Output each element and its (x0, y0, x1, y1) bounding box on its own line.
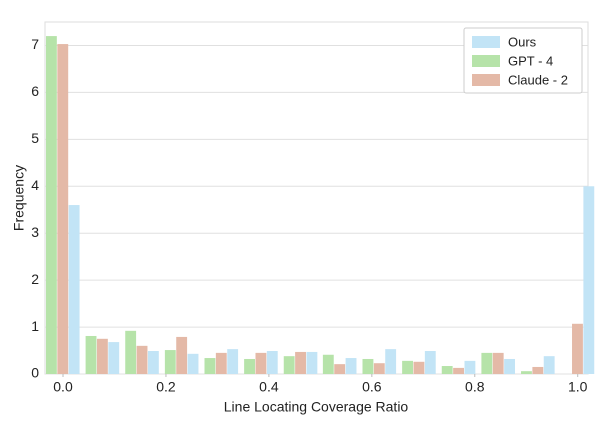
legend-label: Claude - 2 (508, 72, 568, 87)
bar (295, 351, 306, 374)
bar (492, 352, 504, 374)
bar (334, 364, 346, 374)
bar (187, 353, 199, 374)
bar (164, 350, 176, 374)
bar (85, 335, 97, 374)
bar (306, 351, 318, 374)
bar (543, 356, 555, 374)
x-axis-label: Line Locating Coverage Ratio (224, 399, 409, 415)
bar (583, 186, 595, 374)
bar (96, 338, 108, 374)
bar (504, 358, 515, 374)
bar (481, 352, 493, 374)
bar (322, 354, 334, 374)
bar (136, 345, 148, 374)
legend-swatch (472, 36, 500, 48)
legend: Ours GPT - 4 Claude - 2 (463, 27, 583, 94)
legend-swatch (472, 55, 500, 67)
bar (453, 367, 464, 374)
x-tick-label: 0.6 (362, 379, 382, 395)
y-tick-label: 1 (31, 318, 39, 334)
bar (424, 351, 436, 374)
y-tick-label: 4 (31, 177, 39, 193)
y-tick-label: 6 (31, 83, 39, 99)
bar (385, 349, 397, 374)
x-tick-label: 1.0 (568, 379, 588, 395)
bar (68, 205, 80, 374)
bar (204, 358, 216, 374)
bar (147, 351, 159, 374)
bar (362, 358, 374, 374)
bar (532, 366, 544, 374)
bar (125, 330, 137, 374)
bar (255, 352, 267, 374)
y-axis-label: Frequency (11, 165, 27, 231)
legend-swatch (472, 74, 500, 86)
bar (45, 36, 57, 375)
bar (244, 358, 255, 374)
bar (215, 352, 227, 374)
x-tick-label: 0.2 (156, 379, 176, 395)
bar (227, 349, 239, 374)
bar (441, 366, 453, 374)
x-tick-label: 0.8 (465, 379, 485, 395)
bar (57, 44, 69, 375)
bar (464, 360, 476, 374)
legend-label: GPT - 4 (508, 53, 553, 68)
bar (413, 361, 425, 374)
bar (176, 336, 188, 374)
bar (373, 363, 385, 374)
y-tick-label: 2 (31, 271, 39, 287)
x-tick-label: 0.4 (259, 379, 279, 395)
y-tick-label: 0 (31, 365, 39, 381)
bar (345, 358, 357, 374)
y-tick-label: 3 (31, 224, 39, 240)
bar (402, 360, 414, 374)
y-tick-label: 7 (31, 36, 39, 52)
y-tick-label: 5 (31, 130, 39, 146)
bar (521, 371, 532, 374)
legend-label: Ours (508, 34, 537, 49)
bar (572, 323, 583, 374)
bar (266, 351, 278, 374)
bar (108, 342, 120, 374)
bar (283, 356, 295, 374)
x-tick-label: 0.0 (53, 379, 73, 395)
